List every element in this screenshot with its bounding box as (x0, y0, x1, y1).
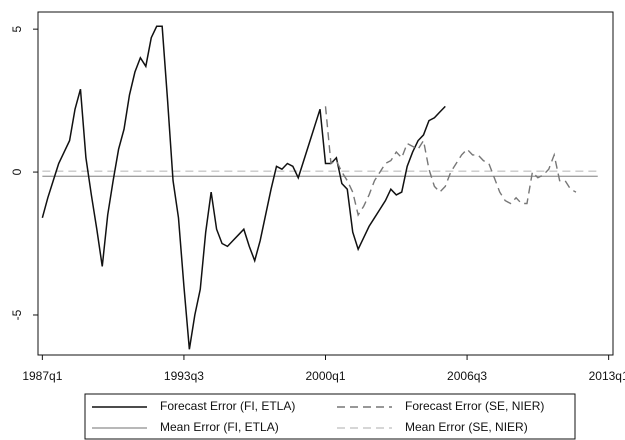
x-tick-label: 2013q1 (589, 369, 625, 383)
legend-label: Forecast Error (FI, ETLA) (160, 399, 295, 413)
y-tick-label: -5 (10, 309, 24, 320)
y-tick-label: 5 (10, 25, 24, 32)
x-tick-label: 2000q1 (305, 369, 345, 383)
legend-label: Forecast Error (SE, NIER) (405, 399, 544, 413)
legend-label: Mean Error (FI, ETLA) (160, 420, 279, 434)
x-tick-label: 2006q3 (447, 369, 487, 383)
x-tick-label: 1987q1 (22, 369, 62, 383)
legend-label: Mean Error (SE, NIER) (405, 420, 528, 434)
x-tick-label: 1993q3 (164, 369, 204, 383)
plot-frame (37, 11, 614, 356)
legend-box (84, 393, 576, 440)
series-line (41, 25, 446, 350)
y-tick-label: 0 (10, 168, 24, 175)
series-line (324, 106, 577, 217)
